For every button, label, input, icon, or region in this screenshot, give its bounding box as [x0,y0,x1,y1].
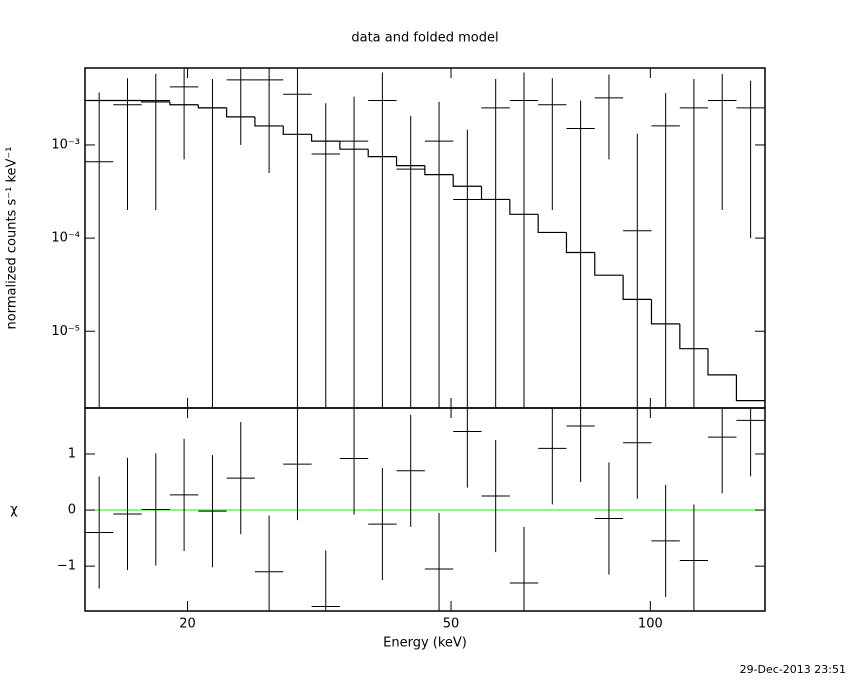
y-axis-label: χ [10,503,18,518]
model-step [282,125,312,135]
top-plot [85,68,765,408]
y-tick-label: −1 [57,559,76,574]
x-tick-label: 100 [638,617,663,632]
model-step [622,275,652,300]
bottom-frame [84,407,766,612]
model-step [339,141,369,150]
y-axis-label: normalized counts s⁻¹ keV⁻¹ [5,147,20,330]
y-tick-label: 1 [68,446,76,461]
model-step [650,299,680,325]
timestamp: 29-Dec-2013 23:51 [740,663,846,676]
x-tick-label: 50 [443,617,460,632]
model-step [707,348,737,376]
model-step [594,252,624,276]
model-step [424,165,454,176]
model-step [735,374,765,402]
top-frame [84,67,766,409]
model-step [537,214,567,234]
y-tick-label: 10⁻⁴ [51,231,80,246]
model-step [452,174,482,187]
model-step [169,101,199,106]
chart-title: data and folded model [351,31,498,46]
y-tick-label: 10⁻⁵ [51,324,80,339]
model-step [395,156,425,167]
model-step [141,100,170,103]
bottom-plot [85,408,765,611]
y-tick-label: 0 [68,503,76,518]
model-step [367,149,397,158]
model-step [509,199,539,215]
model-step [565,232,595,254]
y-tick-label: 10⁻³ [51,137,80,152]
x-axis-label: Energy (keV) [383,636,467,651]
model-step [679,323,708,350]
model-step [254,116,284,127]
model-step [226,107,255,118]
x-tick-label: 20 [179,617,196,632]
model-step [311,134,340,142]
